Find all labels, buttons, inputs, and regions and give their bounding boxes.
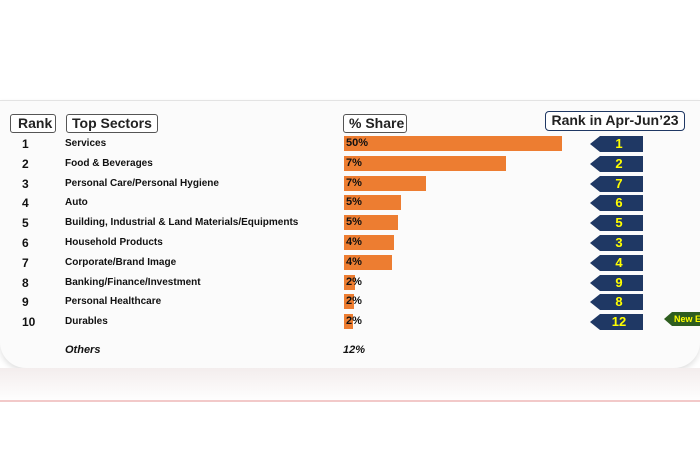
share-value-label: 2% (346, 276, 362, 288)
previous-rank-chip: 6 (590, 195, 643, 211)
rank-number: 2 (22, 157, 29, 171)
sectors-header: Top Sectors (66, 114, 158, 133)
share-value-label: 2% (346, 315, 362, 327)
previous-rank-chip: 2 (590, 156, 643, 172)
rank-number: 8 (22, 276, 29, 290)
share-bar (344, 195, 401, 210)
rank-number: 7 (22, 256, 29, 270)
rank-number: 3 (22, 177, 29, 191)
previous-rank-chip: 12 (590, 314, 643, 330)
others-value: 12% (343, 344, 366, 356)
share-header: % Share (343, 114, 407, 133)
previous-rank-value: 2 (615, 156, 623, 171)
previous-rank-chip: 9 (590, 275, 643, 291)
sector-label: Durables (65, 316, 108, 327)
rank-number: 5 (22, 216, 29, 230)
sector-label: Auto (65, 197, 88, 208)
share-value-label: 5% (346, 216, 362, 228)
new-entry-badge: New E (664, 312, 700, 326)
previous-rank-value: 9 (615, 275, 623, 290)
share-value-label: 4% (346, 256, 362, 268)
previous-rank-chip: 5 (590, 215, 643, 231)
share-bar (344, 294, 354, 309)
share-value-label: 2% (346, 295, 362, 307)
previous-rank-header: Rank in Apr-Jun’23 (545, 111, 685, 131)
share-bar (344, 235, 394, 250)
others-label: Others (65, 344, 101, 356)
share-value-label: 7% (346, 157, 362, 169)
sector-label: Personal Healthcare (65, 296, 162, 307)
rank-number: 10 (22, 315, 36, 329)
share-value-label: 50% (346, 137, 369, 149)
rank-number: 4 (22, 196, 29, 210)
previous-rank-chip: 8 (590, 294, 643, 310)
sector-label: Household Products (65, 237, 163, 248)
sector-label: Building, Industrial & Land Materials/Eq… (65, 217, 299, 228)
rank-number: 9 (22, 295, 29, 309)
sector-label: Banking/Finance/Investment (65, 277, 201, 288)
sector-label: Personal Care/Personal Hygiene (65, 178, 219, 189)
share-value-label: 7% (346, 177, 362, 189)
previous-rank-value: 6 (615, 195, 623, 210)
previous-rank-chip: 3 (590, 235, 643, 251)
previous-rank-chip: 1 (590, 136, 643, 152)
rank-number: 6 (22, 236, 29, 250)
share-bar (344, 255, 392, 270)
share-bar (344, 176, 426, 191)
previous-rank-value: 3 (615, 235, 623, 250)
share-bar (344, 275, 355, 290)
previous-rank-value: 1 (615, 136, 623, 151)
previous-rank-value: 5 (615, 215, 623, 230)
previous-rank-value: 7 (615, 176, 623, 191)
previous-rank-value: 12 (611, 314, 627, 329)
share-bar (344, 136, 562, 151)
share-value-label: 5% (346, 196, 362, 208)
share-bar (344, 156, 506, 171)
previous-rank-chip: 4 (590, 255, 643, 271)
rank-header: Rank (10, 114, 56, 133)
share-bar (344, 215, 398, 230)
previous-rank-chip: 7 (590, 176, 643, 192)
previous-rank-value: 4 (615, 255, 623, 270)
share-bar (344, 314, 353, 329)
share-value-label: 4% (346, 236, 362, 248)
rank-number: 1 (22, 137, 29, 151)
divider-line (0, 400, 700, 402)
sector-label: Corporate/Brand Image (65, 257, 177, 268)
previous-rank-value: 8 (615, 294, 623, 309)
sector-label: Food & Beverages (65, 158, 153, 169)
sector-label: Services (65, 138, 107, 149)
background-fade (0, 368, 700, 402)
